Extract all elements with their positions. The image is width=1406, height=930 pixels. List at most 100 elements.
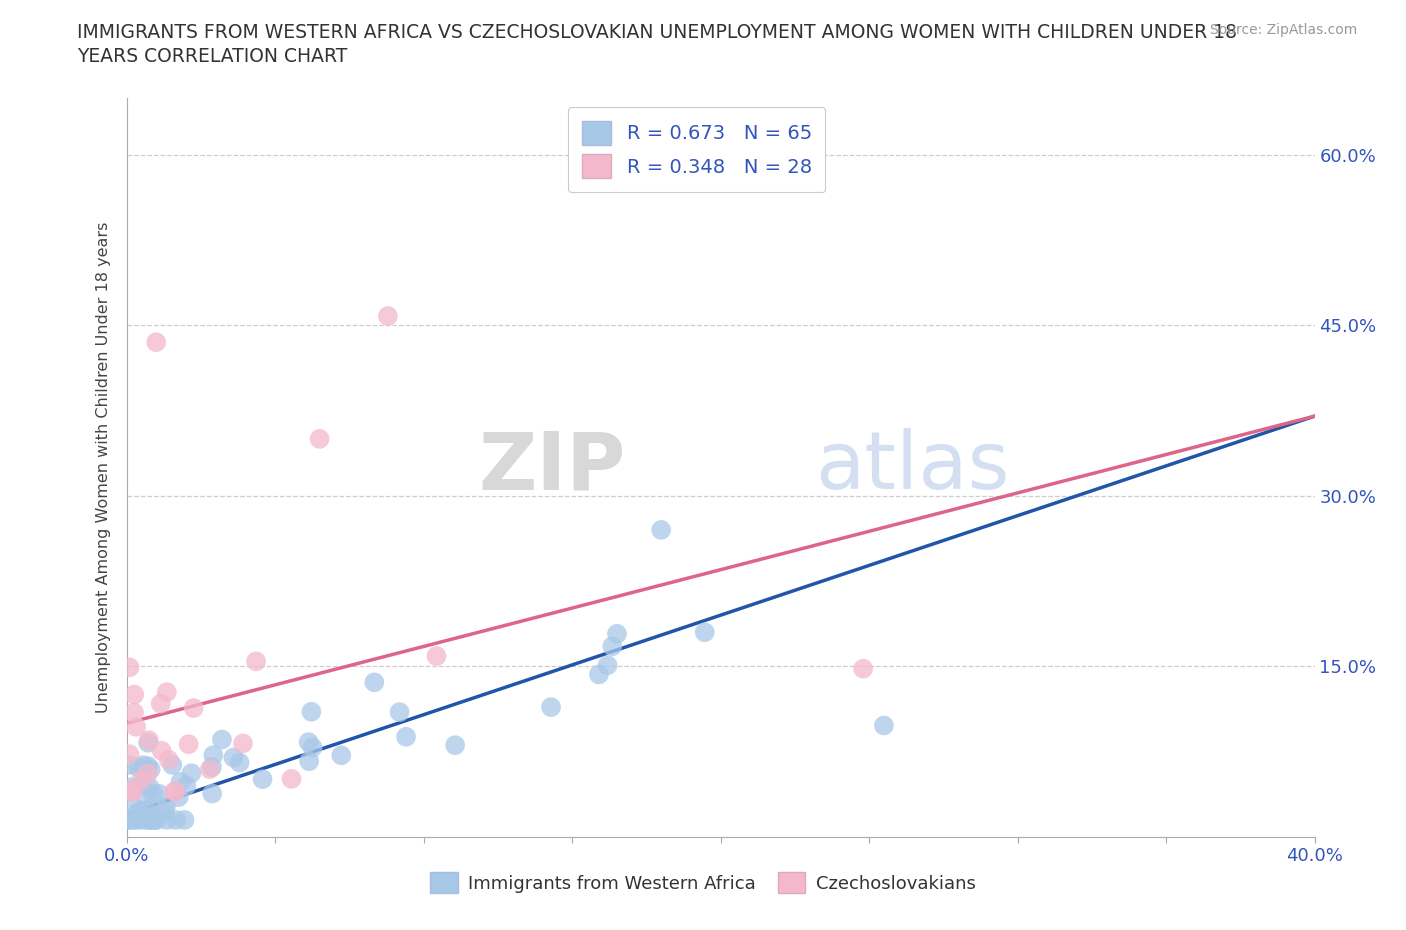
Point bbox=[118, 812, 141, 827]
Point bbox=[252, 772, 274, 787]
Point bbox=[198, 762, 221, 777]
Point bbox=[163, 784, 186, 799]
Point bbox=[142, 786, 165, 801]
Point bbox=[297, 735, 319, 750]
Point bbox=[201, 786, 224, 801]
Point bbox=[176, 778, 198, 793]
Point bbox=[148, 787, 170, 802]
Point bbox=[138, 813, 160, 828]
Point bbox=[156, 813, 179, 828]
Point bbox=[222, 751, 245, 765]
Point bbox=[298, 754, 321, 769]
Point bbox=[118, 758, 141, 773]
Point bbox=[228, 755, 250, 770]
Point bbox=[149, 697, 172, 711]
Point bbox=[124, 813, 146, 828]
Point bbox=[162, 758, 184, 773]
Point bbox=[132, 810, 155, 825]
Point bbox=[131, 777, 153, 791]
Point bbox=[211, 732, 233, 747]
Point bbox=[132, 813, 155, 828]
Point bbox=[121, 779, 143, 794]
Point bbox=[173, 813, 195, 828]
Text: IMMIGRANTS FROM WESTERN AFRICA VS CZECHOSLOVAKIAN UNEMPLOYMENT AMONG WOMEN WITH : IMMIGRANTS FROM WESTERN AFRICA VS CZECHO… bbox=[77, 23, 1237, 42]
Point bbox=[301, 740, 323, 755]
Point bbox=[156, 684, 179, 699]
Y-axis label: Unemployment Among Women with Children Under 18 years: Unemployment Among Women with Children U… bbox=[96, 221, 111, 713]
Point bbox=[129, 804, 152, 819]
Point bbox=[169, 775, 191, 790]
Point bbox=[136, 803, 159, 817]
Point bbox=[143, 813, 166, 828]
Point bbox=[377, 309, 399, 324]
Point bbox=[155, 799, 177, 814]
Point bbox=[540, 699, 562, 714]
Point bbox=[165, 813, 187, 828]
Point bbox=[125, 720, 148, 735]
Point bbox=[136, 759, 159, 774]
Point bbox=[183, 700, 205, 715]
Point bbox=[138, 780, 160, 795]
Point bbox=[118, 747, 141, 762]
Point bbox=[124, 801, 146, 816]
Point bbox=[388, 705, 411, 720]
Point bbox=[141, 802, 163, 817]
Point bbox=[180, 765, 202, 780]
Point bbox=[330, 748, 353, 763]
Point bbox=[650, 523, 672, 538]
Point bbox=[138, 813, 160, 828]
Point bbox=[132, 786, 155, 801]
Point bbox=[128, 760, 150, 775]
Point bbox=[138, 733, 160, 748]
Point bbox=[232, 736, 254, 751]
Point bbox=[308, 432, 330, 446]
Point bbox=[873, 718, 896, 733]
Point bbox=[118, 660, 141, 675]
Point bbox=[606, 627, 628, 642]
Point bbox=[150, 743, 173, 758]
Legend: R = 0.673   N = 65, R = 0.348   N = 28: R = 0.673 N = 65, R = 0.348 N = 28 bbox=[568, 107, 825, 192]
Point bbox=[444, 737, 467, 752]
Point bbox=[118, 784, 141, 799]
Legend: Immigrants from Western Africa, Czechoslovakians: Immigrants from Western Africa, Czechosl… bbox=[423, 865, 983, 900]
Point bbox=[600, 639, 623, 654]
Point bbox=[299, 704, 322, 719]
Point bbox=[118, 784, 141, 799]
Point bbox=[132, 758, 155, 773]
Point bbox=[167, 790, 190, 804]
Point bbox=[157, 752, 180, 767]
Point bbox=[280, 772, 302, 787]
Point bbox=[146, 813, 169, 828]
Point bbox=[127, 813, 149, 828]
Point bbox=[136, 736, 159, 751]
Point bbox=[122, 687, 145, 702]
Point bbox=[165, 784, 187, 799]
Point bbox=[596, 658, 619, 672]
Point bbox=[118, 813, 141, 828]
Point bbox=[118, 813, 141, 828]
Point bbox=[852, 661, 875, 676]
Point bbox=[202, 748, 225, 763]
Point bbox=[588, 667, 610, 682]
Point bbox=[141, 813, 163, 828]
Point bbox=[143, 813, 166, 828]
Point bbox=[395, 729, 418, 744]
Point bbox=[201, 760, 224, 775]
Point bbox=[145, 335, 167, 350]
Point bbox=[139, 762, 162, 777]
Point bbox=[363, 675, 385, 690]
Text: atlas: atlas bbox=[815, 429, 1010, 506]
Point bbox=[425, 648, 447, 663]
Text: ZIP: ZIP bbox=[478, 429, 626, 506]
Text: YEARS CORRELATION CHART: YEARS CORRELATION CHART bbox=[77, 46, 347, 65]
Point bbox=[245, 654, 267, 669]
Point bbox=[693, 625, 716, 640]
Point bbox=[136, 766, 159, 781]
Point bbox=[153, 804, 176, 818]
Point bbox=[129, 773, 152, 788]
Point bbox=[122, 784, 145, 799]
Point bbox=[122, 705, 145, 720]
Point bbox=[127, 804, 149, 819]
Point bbox=[177, 737, 200, 751]
Text: Source: ZipAtlas.com: Source: ZipAtlas.com bbox=[1209, 23, 1357, 37]
